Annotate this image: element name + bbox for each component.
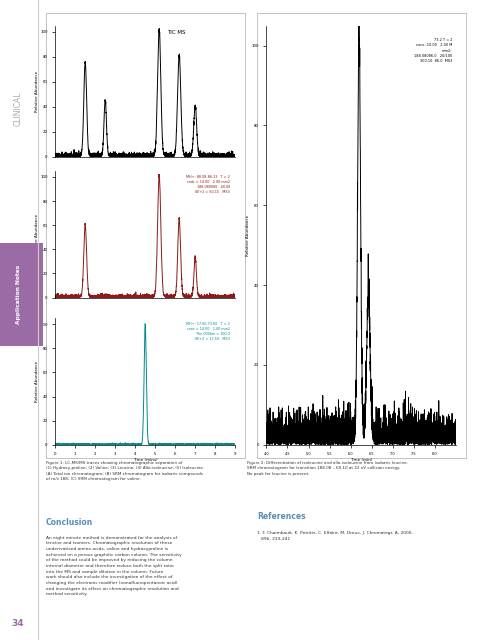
Text: Conclusion: Conclusion <box>46 518 93 527</box>
Text: MH+: 88.08-86.13   T = 2
cndc = 14.00   2.00 mm2
188.080000   40.00
0E+2 = 60.15: MH+: 88.08-86.13 T = 2 cndc = 14.00 2.00… <box>186 175 230 195</box>
Text: 1. F. Chaimbault, K. Petritis, C. Elfakir, M. Dreux, J. Chromatogr. A, 2000,
   : 1. F. Chaimbault, K. Petritis, C. Elfaki… <box>257 531 413 541</box>
Text: CLINICAL: CLINICAL <box>13 92 23 126</box>
Text: MH+: 17.60-73.60   T = 2
conc = 14.00   2.00 mm2
The 000bm = 100.0
0E+2 = 12.50 : MH+: 17.60-73.60 T = 2 conc = 14.00 2.00… <box>186 322 230 342</box>
Text: Application Notes: Application Notes <box>16 265 21 324</box>
Text: An eight minute method is demonstrated for the analysis of
lencine and isomers. : An eight minute method is demonstrated f… <box>46 536 181 596</box>
Y-axis label: Relative Abundance: Relative Abundance <box>246 214 250 256</box>
Text: References: References <box>257 512 305 521</box>
Y-axis label: Relative Abundance: Relative Abundance <box>35 70 39 112</box>
Y-axis label: Relative Abundance: Relative Abundance <box>35 361 39 402</box>
Text: Figure 2: Differentiation of isoleucine and allo-isoleucine from isobaric leucin: Figure 2: Differentiation of isoleucine … <box>247 461 408 476</box>
Text: 34: 34 <box>12 620 24 628</box>
Text: 73.2 T = 2
conc: 10.00   2.00 M
mm2:
188.08086.0   20/100
300.10  86.0  MS3: 73.2 T = 2 conc: 10.00 2.00 M mm2: 188.0… <box>414 38 452 63</box>
Text: Figure 1: LC-MS/MS traces showing chromatographic separation of
(1) Hydroxy-prol: Figure 1: LC-MS/MS traces showing chroma… <box>46 461 204 481</box>
X-axis label: Time (mins): Time (mins) <box>133 458 157 462</box>
X-axis label: Time (min): Time (min) <box>350 458 372 462</box>
Y-axis label: Relative Abundance: Relative Abundance <box>35 214 39 255</box>
Text: TIC MS: TIC MS <box>167 29 185 35</box>
FancyBboxPatch shape <box>0 243 43 346</box>
